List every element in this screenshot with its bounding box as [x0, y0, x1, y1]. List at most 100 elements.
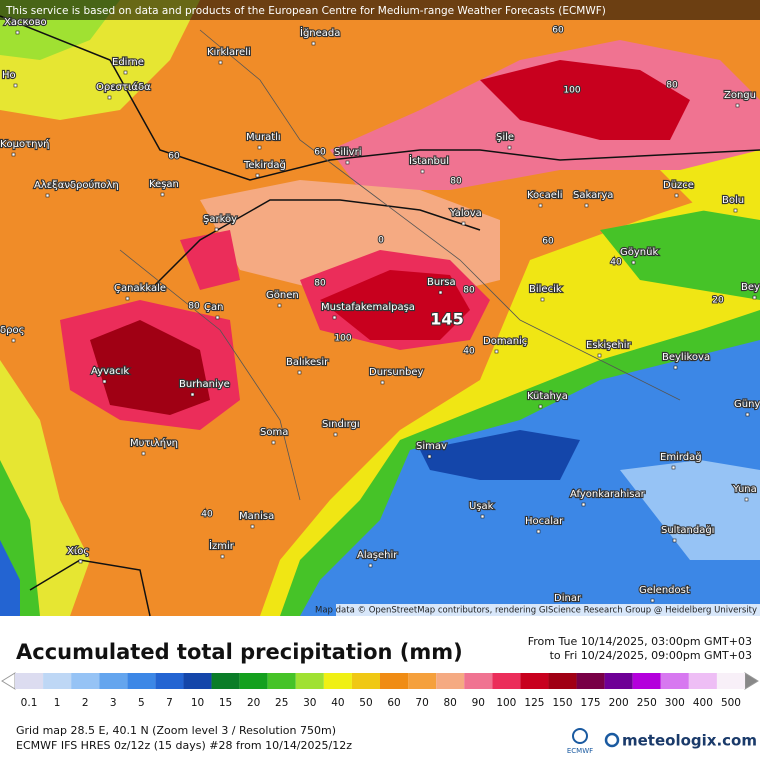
contour-label: 80 [450, 177, 462, 187]
place-dot [332, 315, 337, 320]
meteologix-logo[interactable]: meteologix.com [622, 732, 757, 750]
grid-info: Grid map 28.5 E, 40.1 N (Zoom level 3 / … [16, 724, 336, 737]
place-dot [311, 41, 316, 46]
place-label: Beylikova [662, 352, 710, 363]
ecmwf-logo: ECMWF [567, 747, 593, 755]
place-dot [536, 529, 541, 534]
legend-label: 30 [303, 697, 316, 709]
place-dot [277, 303, 282, 308]
ecmwf-icon [572, 728, 588, 744]
place-label: Emirdağ [660, 451, 702, 463]
place-label: İstanbul [409, 154, 449, 167]
place-dot [15, 30, 20, 35]
place-label: Soma [260, 427, 288, 438]
place-label: Ορεστιάδα [96, 81, 151, 93]
place-label: Χίος [67, 545, 89, 557]
legend-label: 60 [387, 697, 400, 709]
place-label: Balıkesir [286, 357, 329, 368]
legend-label: 50 [359, 697, 372, 709]
contour-label: 0 [378, 236, 384, 246]
legend-swatch [520, 673, 549, 689]
legend-swatch [492, 673, 521, 689]
place-label: Κομοτηνή [0, 138, 49, 150]
legend-label: 80 [444, 697, 457, 709]
legend-label: 25 [275, 697, 288, 709]
place-dot [427, 454, 432, 459]
place-dot [215, 315, 220, 320]
place-label: Uşak [469, 501, 494, 512]
place-label: Gelendost [639, 585, 690, 596]
place-label: Silivri [334, 147, 362, 158]
place-label: Sakarya [573, 190, 613, 201]
contour-label: 80 [463, 286, 475, 296]
legend-label: 100 [496, 697, 516, 709]
contour-label: 20 [712, 296, 724, 306]
place-dot [752, 295, 757, 300]
place-label: Güny [734, 399, 760, 410]
place-dot [584, 203, 589, 208]
legend-swatch [380, 673, 409, 689]
contour-label: 80 [314, 279, 326, 289]
place-dot [540, 297, 545, 302]
place-label: Keşan [149, 179, 179, 190]
legend-label: 250 [637, 697, 657, 709]
legend-label: 5 [138, 697, 145, 709]
place-label: Αλεξανδρούπολη [34, 179, 119, 191]
place-dot [345, 160, 350, 165]
place-label: Kocaeli [527, 190, 563, 201]
legend-label: 7 [166, 697, 173, 709]
place-dot [214, 227, 219, 232]
place-dot [461, 221, 466, 226]
contour-label: 40 [463, 347, 475, 357]
place-dot [438, 290, 443, 295]
place-labels: Хасково Но Kırklareli İğneada Edirne Ορεστιάδ… [0, 16, 760, 611]
legend-swatch [155, 673, 184, 689]
legend-swatch [688, 673, 717, 689]
place-dot [160, 192, 165, 197]
place-dot [581, 502, 586, 507]
place-label: Çan [204, 302, 223, 313]
legend-label: 20 [247, 697, 260, 709]
place-label: Sultandağı [661, 524, 714, 536]
place-dot [250, 524, 255, 529]
place-label: İzmir [209, 539, 235, 552]
legend-swatch [295, 673, 324, 689]
place-label: Gönen [266, 290, 299, 301]
place-label: Kırklareli [207, 47, 251, 58]
contour-label: 60 [542, 237, 554, 247]
place-dot [538, 404, 543, 409]
legend-label: 175 [581, 697, 601, 709]
max-label: 145 [430, 310, 463, 329]
place-dot [733, 208, 738, 213]
legend-swatch [323, 673, 352, 689]
place-dot [190, 392, 195, 397]
legend-swatch [660, 673, 689, 689]
contour-label: 80 [666, 81, 678, 91]
place-dot [45, 193, 50, 198]
legend-swatch [71, 673, 100, 689]
legend-label: 300 [665, 697, 685, 709]
legend-label: 0.1 [21, 697, 38, 709]
place-label: Domaniç [483, 336, 527, 347]
title: Accumulated total precipitation (mm) [16, 640, 463, 664]
contour-label: 100 [563, 86, 580, 96]
legend-swatch [436, 673, 465, 689]
place-dot [650, 598, 655, 603]
attribution[interactable]: Map data © OpenStreetMap contributors, r… [315, 606, 757, 616]
place-label: Muratlı [246, 132, 281, 143]
legend-swatch [183, 673, 212, 689]
legend-swatch [239, 673, 268, 689]
place-dot [420, 169, 425, 174]
period-to: to Fri 10/24/2025, 09:00pm GMT+03 [550, 649, 752, 662]
legend-swatch [351, 673, 380, 689]
place-dot [11, 152, 16, 157]
place-label: Dursunbey [369, 367, 424, 378]
place-dot [271, 440, 276, 445]
place-label: Bilecik [529, 284, 562, 295]
place-label: Şarköy [203, 214, 237, 225]
legend-label: 500 [721, 697, 741, 709]
place-dot [673, 365, 678, 370]
legend-label: 90 [472, 697, 485, 709]
contour-label: 60 [314, 148, 326, 158]
